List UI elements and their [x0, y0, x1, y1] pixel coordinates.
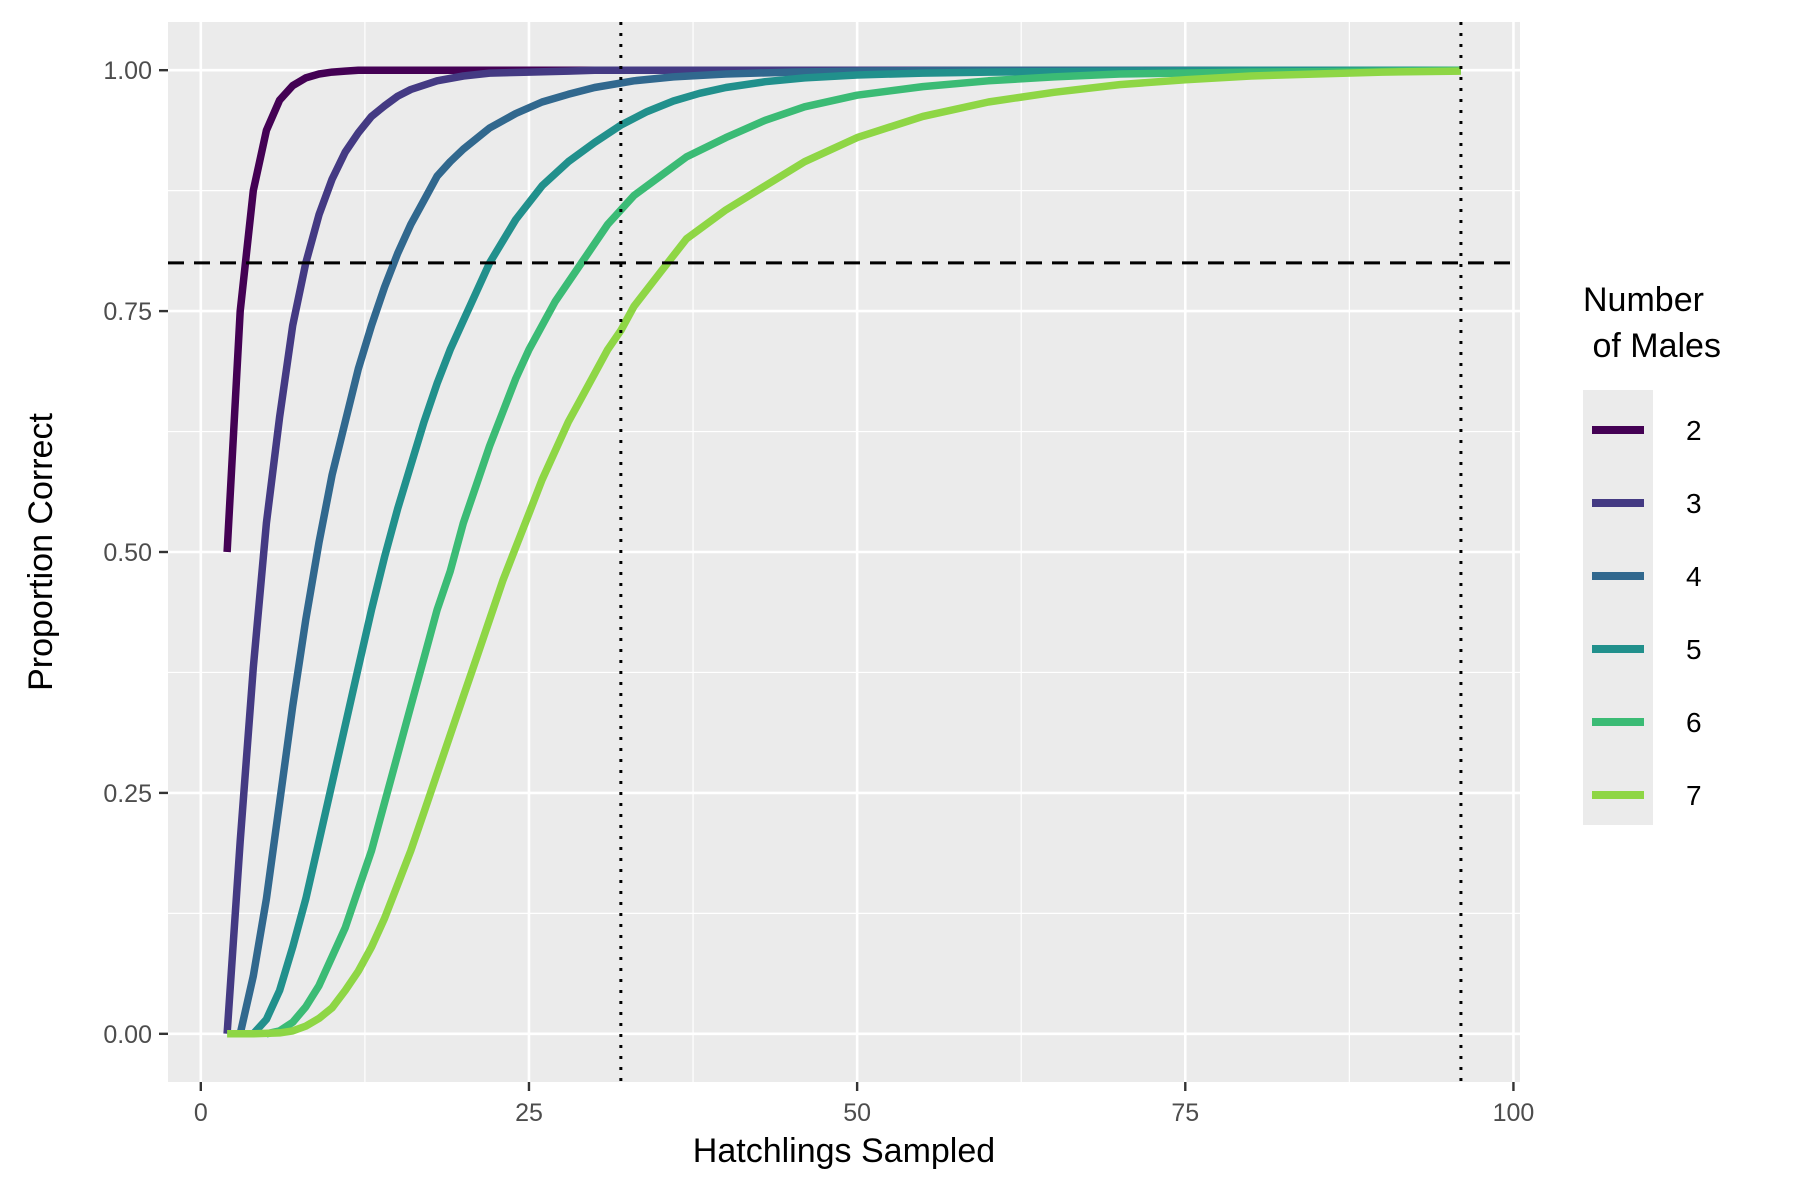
x-tick-label: 100 [1493, 1099, 1535, 1127]
legend: Number of Males 2 3 4 5 6 7 [1583, 281, 1721, 825]
legend-label-5: 5 [1686, 634, 1702, 665]
series-line-3 [223, 66, 1461, 1035]
y-tick-label: 1.00 [103, 57, 152, 85]
legend-title-line-1: Number [1583, 281, 1704, 319]
y-axis-title: Proportion Correct [22, 413, 60, 691]
series-line-6 [265, 66, 1461, 1038]
legend-label-6: 6 [1686, 707, 1702, 738]
x-tick-label: 75 [1171, 1099, 1199, 1127]
legend-items: 2 3 4 5 6 7 [1592, 415, 1702, 811]
series-line-4 [236, 66, 1461, 1035]
legend-key-background [1583, 390, 1653, 825]
legend-label-4: 4 [1686, 561, 1702, 592]
legend-title-line-2: of Males [1583, 327, 1721, 365]
legend-label-7: 7 [1686, 780, 1702, 811]
series-line-7 [227, 67, 1461, 1038]
x-tick-label: 50 [843, 1099, 871, 1127]
legend-label-2: 2 [1686, 415, 1702, 446]
legend-label-3: 3 [1686, 488, 1702, 519]
x-axis-title: Hatchlings Sampled [693, 1132, 995, 1170]
y-tick-label: 0.25 [103, 780, 152, 808]
x-tick-label: 0 [194, 1099, 208, 1127]
x-tick-label: 25 [515, 1099, 543, 1127]
axes: 0 25 50 75 100 0.00 0.25 0.50 0.75 1.00 [103, 57, 1534, 1127]
y-tick-label: 0.50 [103, 539, 152, 567]
y-tick-label: 0.75 [103, 298, 152, 326]
reference-lines [168, 22, 1520, 1082]
y-tick-label: 0.00 [103, 1021, 152, 1049]
